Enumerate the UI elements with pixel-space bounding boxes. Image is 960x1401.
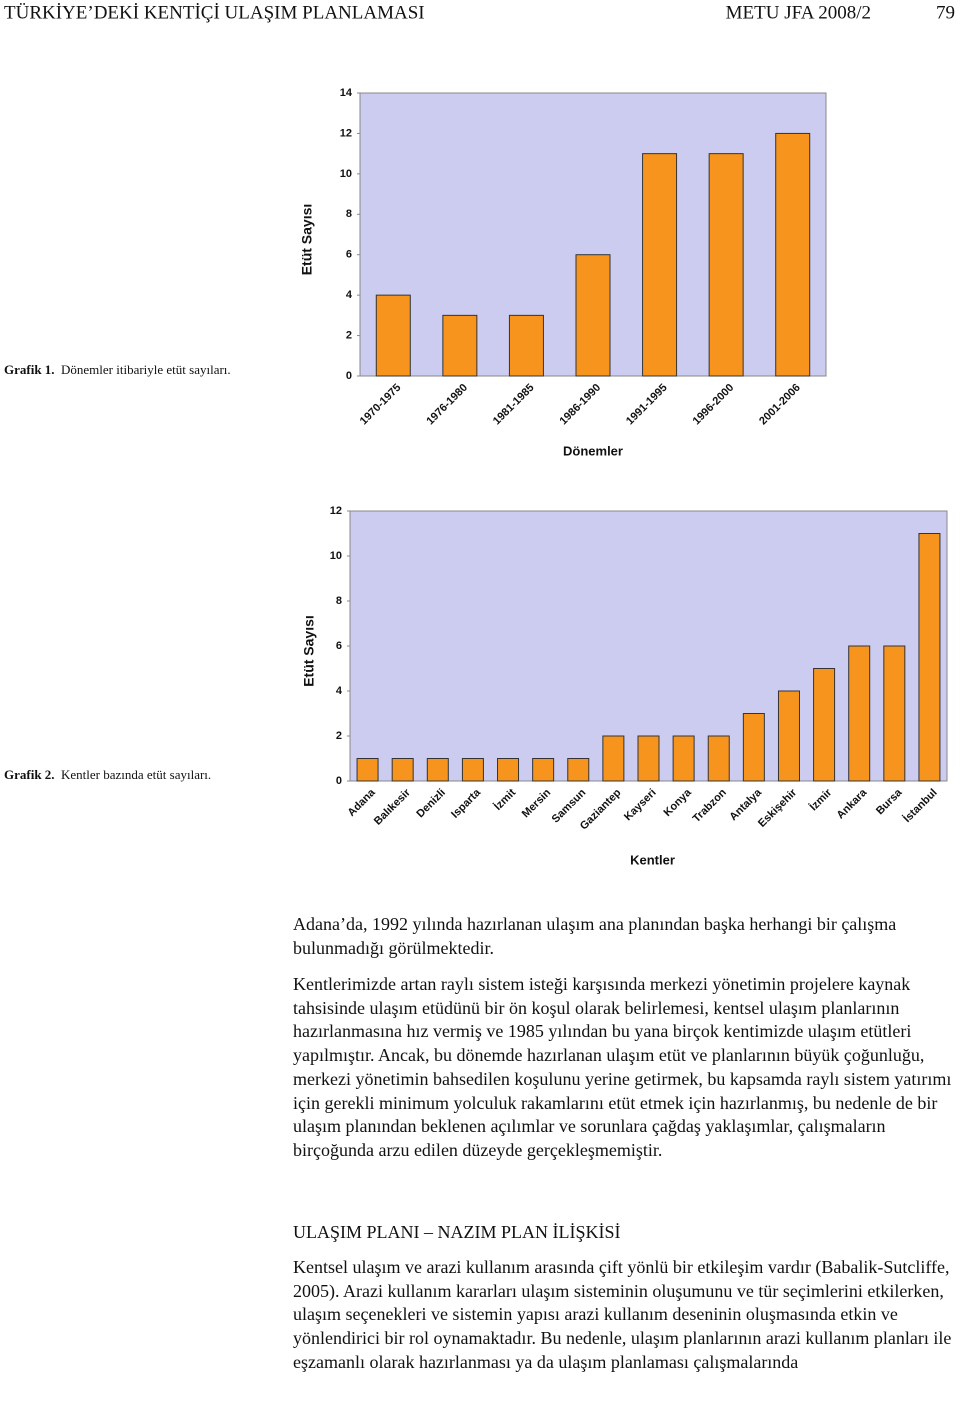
bar xyxy=(777,690,800,782)
x-tick-label: Eskişehir xyxy=(756,786,800,830)
y-tick-label: 4 xyxy=(336,685,343,697)
paragraph: Adana’da, 1992 yılında hazırlanan ulaşım… xyxy=(293,914,897,958)
x-tick-label: Konya xyxy=(662,786,695,819)
x-tick-label: Trabzon xyxy=(691,786,730,825)
x-tick-label: Isparta xyxy=(449,786,484,821)
y-tick-label: 12 xyxy=(330,505,342,517)
bar xyxy=(356,758,379,782)
x-tick-label: Balıkesir xyxy=(372,786,413,827)
x-axis-label: Kentler xyxy=(630,852,675,867)
caption-label: Grafik 2. xyxy=(4,767,55,782)
y-tick-label: 0 xyxy=(346,370,352,382)
bar xyxy=(575,254,611,377)
y-tick-label: 0 xyxy=(336,775,342,787)
bar xyxy=(461,758,484,782)
y-tick-label: 2 xyxy=(336,730,342,742)
x-tick-label: Ankara xyxy=(835,786,870,821)
bar xyxy=(918,533,941,782)
y-tick-label: 6 xyxy=(346,249,352,261)
y-tick-label: 2 xyxy=(346,329,352,341)
bar xyxy=(637,735,660,782)
x-tick-label: 1986-1990 xyxy=(557,382,603,428)
x-tick-label: Denizli xyxy=(414,787,448,821)
x-tick-label: 1996-2000 xyxy=(691,382,737,428)
bar xyxy=(672,735,695,782)
charts: TÜRKİYE’DEKİ KENTİÇİ ULAŞIM PLANLAMASI M… xyxy=(4,2,955,867)
bar xyxy=(742,713,765,782)
x-tick-label: Kayseri xyxy=(622,787,659,824)
caption-label: Grafik 1. xyxy=(4,362,55,377)
bar xyxy=(391,758,414,782)
x-tick-label: İstanbul xyxy=(901,786,940,825)
y-tick-label: 12 xyxy=(340,127,352,139)
bar xyxy=(642,153,678,377)
header-title: TÜRKİYE’DEKİ KENTİÇİ ULAŞIM PLANLAMASI xyxy=(4,2,425,23)
x-tick-label: 1981-1985 xyxy=(491,382,537,428)
bar xyxy=(848,645,871,782)
caption: Kentler bazında etüt sayıları. xyxy=(61,767,211,782)
bar xyxy=(883,645,906,782)
x-axis-label: Dönemler xyxy=(563,443,623,458)
x-tick-label: İzmir xyxy=(807,785,835,813)
y-tick-label: 10 xyxy=(340,168,352,180)
bar xyxy=(442,314,478,377)
bar xyxy=(567,758,590,782)
x-tick-label: Adana xyxy=(345,786,378,819)
bar xyxy=(375,294,411,377)
x-tick-label: Bursa xyxy=(874,786,905,817)
y-tick-label: 4 xyxy=(346,289,353,301)
y-tick-label: 10 xyxy=(330,550,342,562)
x-tick-label: Mersin xyxy=(520,787,554,821)
y-tick-label: 8 xyxy=(336,595,342,607)
y-tick-label: 8 xyxy=(346,208,352,220)
paragraph: Kentlerimizde artan raylı sistem isteği … xyxy=(293,974,952,1160)
bar xyxy=(813,668,836,782)
heading: ULAŞIM PLANI – NAZIM PLAN İLİŞKİSİ xyxy=(293,1222,621,1242)
bar xyxy=(532,758,555,782)
x-tick-label: 1970-1975 xyxy=(358,382,404,428)
paragraph: Kentsel ulaşım ve arazi kullanım arasınd… xyxy=(293,1257,952,1372)
x-tick-label: İzmit xyxy=(491,786,518,813)
bar xyxy=(426,758,449,782)
y-axis-label: Etüt Sayısı xyxy=(299,204,315,276)
bar xyxy=(602,735,625,782)
bar xyxy=(775,132,811,377)
bar xyxy=(497,758,520,782)
x-tick-label: 1976-1980 xyxy=(424,382,470,428)
caption: Dönemler itibariyle etüt sayıları. xyxy=(61,362,231,377)
bar xyxy=(707,735,730,782)
bar xyxy=(708,153,744,377)
header-page: 79 xyxy=(936,2,955,23)
bar xyxy=(508,314,544,377)
y-tick-label: 6 xyxy=(336,640,342,652)
x-tick-label: 2001-2006 xyxy=(757,382,803,428)
y-axis-label: Etüt Sayısı xyxy=(301,615,317,687)
header-journal: METU JFA 2008/2 xyxy=(726,2,871,23)
x-tick-label: 1991-1995 xyxy=(624,382,670,428)
y-tick-label: 14 xyxy=(340,87,353,99)
